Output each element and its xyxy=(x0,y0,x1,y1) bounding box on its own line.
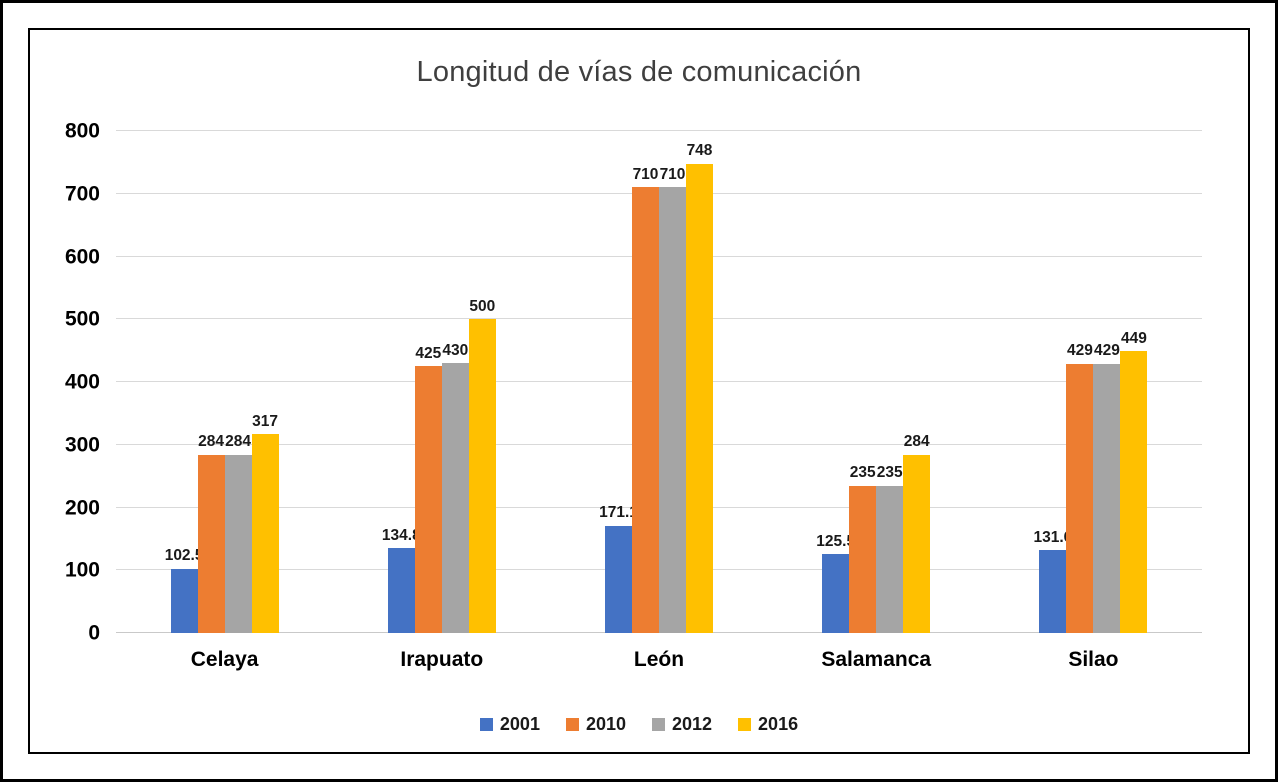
bar: 134.8 xyxy=(382,528,421,633)
bar: 748 xyxy=(686,143,713,633)
bar: 710 xyxy=(659,167,686,633)
bar-value-label: 235 xyxy=(849,464,876,482)
bar-value-label: 134.8 xyxy=(381,526,421,544)
bar: 235 xyxy=(849,465,877,633)
bar-value-label: 425 xyxy=(415,344,442,362)
bars-cluster: 131.6 429 429 449 xyxy=(1034,131,1148,633)
bar: 449 xyxy=(1120,331,1148,633)
bar: 429 xyxy=(1066,343,1094,633)
bar-value-label: 284 xyxy=(225,433,252,451)
bar: 317 xyxy=(251,414,279,633)
bar-value-label: 131.6 xyxy=(1033,528,1073,546)
bar: 102.5 xyxy=(165,548,203,633)
bars-cluster: 102.5 284 284 317 xyxy=(165,131,279,633)
bar: 430 xyxy=(441,343,469,633)
legend-swatch xyxy=(479,717,493,731)
y-axis-tick-label: 800 xyxy=(64,119,100,143)
legend-item: 2016 xyxy=(738,715,798,733)
legend-label: 2010 xyxy=(585,714,626,734)
bar-value-label: 748 xyxy=(686,142,713,160)
bar-value-label: 284 xyxy=(198,433,225,451)
bar-value-label: 449 xyxy=(1120,329,1147,347)
y-axis-tick-label: 400 xyxy=(64,370,100,394)
bar-value-label: 429 xyxy=(1093,342,1120,360)
legend-swatch xyxy=(652,717,665,731)
bar: 235 xyxy=(876,465,904,633)
bar-value-label: 430 xyxy=(442,341,469,359)
bar: 425 xyxy=(414,346,442,633)
gridline xyxy=(116,130,1202,131)
bar: 284 xyxy=(224,434,252,633)
bar-group: 131.6 429 429 449 xyxy=(985,131,1202,633)
chart-frame: Longitud de vías de comunicación 0 100 200… xyxy=(28,28,1250,754)
legend: 2001 2010 2012 2016 xyxy=(30,715,1248,733)
bar-value-label: 500 xyxy=(469,297,496,315)
category-label: Irapuato xyxy=(400,648,484,671)
legend-item: 2010 xyxy=(565,714,626,734)
bar-value-label: 125.5 xyxy=(816,532,856,550)
y-axis-tick-label: 100 xyxy=(64,558,100,582)
legend-label: 2016 xyxy=(758,714,799,734)
x-axis: Celaya Irapuato León Salamanca Silao xyxy=(116,648,1202,672)
bar-group: 134.8 425 430 500 xyxy=(333,131,550,633)
category-label: Celaya xyxy=(190,648,259,671)
legend-swatch xyxy=(738,717,752,731)
bar: 171.1 xyxy=(599,505,638,633)
bar: 125.5 xyxy=(816,534,855,633)
bar: 500 xyxy=(468,299,496,633)
y-axis-tick-label: 0 xyxy=(88,621,100,645)
category-label: León xyxy=(633,648,685,671)
y-axis-tick-label: 500 xyxy=(64,307,100,331)
plot-area: 0 100 200 300 400 500 600 700 800 102.5 284 284 317… xyxy=(65,121,1202,671)
bar-value-label: 235 xyxy=(876,464,903,482)
bar-group: 171.1 710 710 748 xyxy=(550,131,767,633)
bars-cluster: 134.8 425 430 500 xyxy=(382,131,496,633)
category-label: Salamanca xyxy=(821,648,932,671)
bar-value-label: 429 xyxy=(1066,342,1093,360)
bar: 710 xyxy=(632,167,659,633)
bar-value-label: 171.1 xyxy=(599,504,638,522)
y-axis-tick-label: 300 xyxy=(64,433,100,457)
bar-value-label: 710 xyxy=(659,165,686,183)
bar-value-label: 317 xyxy=(252,412,279,430)
bar-group: 102.5 284 284 317 xyxy=(116,131,333,633)
y-axis-tick-label: 200 xyxy=(64,496,100,519)
chart-title: Longitud de vías de comunicación xyxy=(416,56,862,88)
legend-label: 2001 xyxy=(499,714,540,734)
bar: 284 xyxy=(903,434,931,633)
bar-group: 125.5 235 235 284 xyxy=(768,131,985,633)
category-label: Silao xyxy=(1068,648,1119,671)
bar: 131.6 xyxy=(1034,530,1072,633)
legend-item: 2001 xyxy=(479,714,540,734)
y-axis-tick-label: 600 xyxy=(64,245,100,268)
bars-cluster: 171.1 710 710 748 xyxy=(599,131,713,633)
bar-value-label: 710 xyxy=(632,165,659,183)
bar-groups: 102.5 284 284 317 134.8 425 430 500 171.1 710 710 7… xyxy=(116,131,1202,633)
bar: 284 xyxy=(197,434,225,633)
bar-value-label: 102.5 xyxy=(164,547,204,565)
bar: 429 xyxy=(1093,343,1121,633)
y-axis-tick-label: 700 xyxy=(64,182,100,206)
bars-cluster: 125.5 235 235 284 xyxy=(816,131,931,633)
bar-value-label: 284 xyxy=(903,433,930,451)
legend-label: 2012 xyxy=(672,714,713,734)
legend-item: 2012 xyxy=(652,715,712,733)
legend-swatch xyxy=(565,717,579,731)
